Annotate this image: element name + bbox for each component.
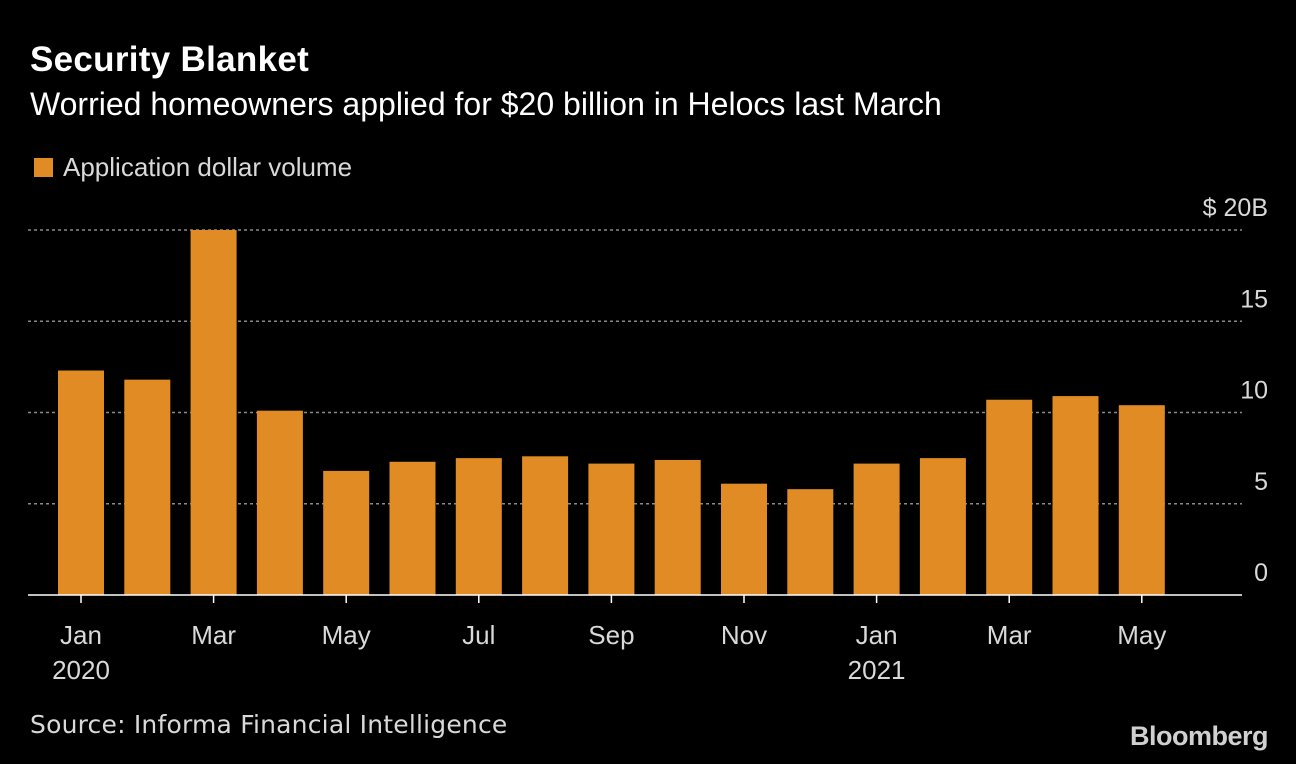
x-tick-year-label: 2021 (848, 655, 906, 685)
bar (389, 461, 436, 595)
x-tick-label: Mar (191, 620, 236, 650)
legend: Application dollar volume (34, 152, 352, 183)
chart-subtitle: Worried homeowners applied for $20 billi… (30, 86, 942, 122)
bar (256, 410, 303, 595)
x-tick-label: Nov (721, 620, 767, 650)
x-tick-label: Jan (60, 620, 102, 650)
bar (1118, 405, 1165, 595)
bar (588, 463, 635, 595)
bar (58, 370, 104, 595)
y-tick-label: $ 20B (1203, 194, 1268, 222)
bar (522, 456, 569, 595)
bar (124, 379, 171, 595)
bar (1052, 396, 1099, 595)
bar (721, 483, 767, 595)
chart-title: Security Blanket (30, 40, 310, 79)
x-tick-label: Mar (987, 620, 1032, 650)
x-tick-label: Jul (462, 620, 495, 650)
bar (787, 489, 834, 595)
x-tick-label: Sep (588, 620, 634, 650)
bar (654, 459, 701, 595)
bar (323, 470, 370, 595)
x-tick-label: May (1117, 620, 1166, 650)
legend-label: Application dollar volume (63, 152, 353, 182)
bloomberg-logo: Bloomberg (1129, 721, 1269, 751)
legend-swatch (34, 158, 53, 177)
x-tick-year-label: 2020 (52, 655, 110, 685)
y-tick-label: 10 (1240, 377, 1268, 405)
bar (455, 458, 502, 595)
y-tick-label: 0 (1254, 559, 1268, 587)
y-tick-label: 15 (1240, 285, 1268, 313)
bar (919, 458, 966, 595)
bar (853, 463, 900, 595)
x-tick-label: May (322, 620, 371, 650)
source-note: Source: Informa Financial Intelligence (30, 710, 508, 739)
y-tick-label: 5 (1254, 468, 1268, 496)
bar (986, 399, 1033, 595)
x-tick-label: Jan (856, 620, 898, 650)
bar (190, 230, 237, 595)
